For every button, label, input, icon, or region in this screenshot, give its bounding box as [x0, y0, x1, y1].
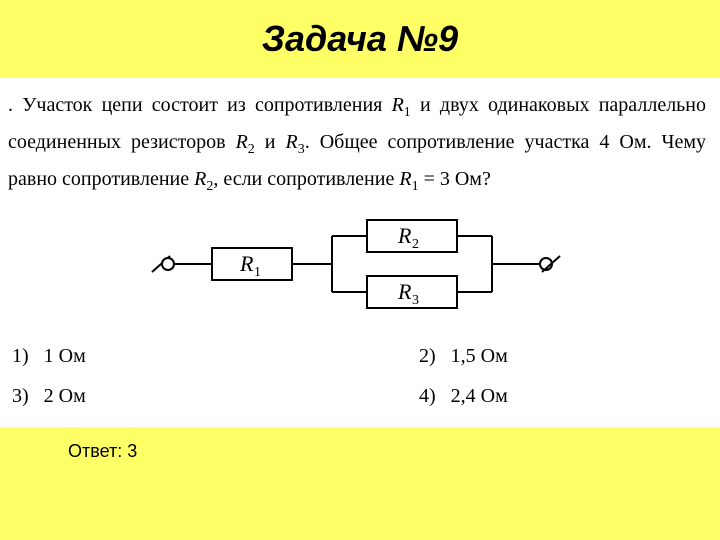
option-3: 3) 2 Ом: [12, 379, 299, 413]
answer-options: 1) 1 Ом 2) 1,5 Ом 3) 2 Ом 4) 2,4 Ом: [8, 339, 706, 413]
r2-label: R: [397, 223, 412, 248]
r1bsub: 1: [412, 179, 419, 194]
slide-header: Задача №9: [0, 0, 720, 78]
r3-label: R: [397, 279, 412, 304]
circuit-diagram: R 1 R 2 R 3: [8, 204, 706, 335]
problem-text: . Участок цепи состоит из сопротивления …: [8, 88, 706, 198]
option-val: 2 Ом: [44, 385, 86, 407]
r1: R: [392, 94, 404, 116]
terminal-left: [162, 258, 174, 270]
option-val: 1 Ом: [44, 345, 86, 367]
t1: Участок цепи состоит из сопротивления: [22, 94, 391, 116]
option-val: 2,4 Ом: [451, 385, 508, 407]
option-4: 4) 2,4 Ом: [419, 379, 706, 413]
r1-label: R: [239, 251, 254, 276]
r1-sub: 1: [254, 265, 261, 280]
r2: R: [236, 131, 248, 153]
circuit-svg: R 1 R 2 R 3: [142, 204, 572, 324]
option-num: 3): [12, 385, 29, 407]
prefix: .: [8, 94, 22, 116]
problem-card: . Участок цепи состоит из сопротивления …: [0, 78, 720, 427]
t6: = 3 Ом?: [419, 168, 491, 190]
option-num: 2): [419, 345, 436, 367]
r2-sub: 2: [412, 237, 419, 252]
option-val: 1,5 Ом: [451, 345, 508, 367]
option-num: 4): [419, 385, 436, 407]
r1b: R: [399, 168, 411, 190]
r3-sub: 3: [412, 293, 419, 308]
r2sub: 2: [248, 142, 255, 157]
option-2: 2) 1,5 Ом: [419, 339, 706, 373]
t5: , если со­противление: [213, 168, 399, 190]
r1sub: 1: [404, 105, 411, 120]
option-num: 1): [12, 345, 29, 367]
t3: и: [255, 131, 286, 153]
answer-text: Ответ: 3: [0, 427, 720, 462]
slide-title: Задача №9: [262, 18, 458, 59]
option-1: 1) 1 Ом: [12, 339, 299, 373]
r3sub: 3: [298, 142, 305, 157]
r2b: R: [194, 168, 206, 190]
r3: R: [285, 131, 297, 153]
